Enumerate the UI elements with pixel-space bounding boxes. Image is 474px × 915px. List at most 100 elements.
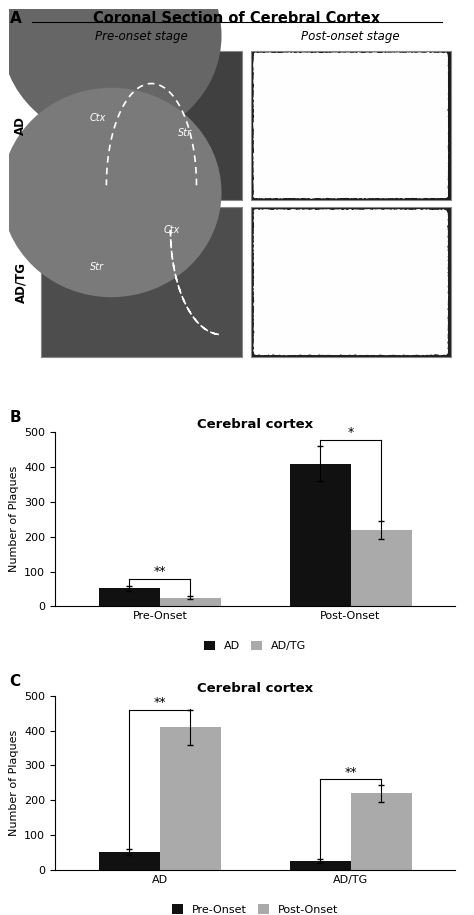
Point bbox=[403, 251, 411, 265]
Point bbox=[303, 235, 311, 250]
Point bbox=[305, 184, 313, 199]
Point bbox=[363, 185, 370, 199]
Point bbox=[356, 213, 364, 228]
Point bbox=[260, 176, 268, 190]
Point bbox=[282, 59, 290, 73]
Point bbox=[366, 222, 374, 237]
Point bbox=[334, 102, 341, 116]
Point bbox=[432, 101, 440, 115]
Point bbox=[423, 169, 431, 184]
Point bbox=[316, 49, 323, 64]
Point bbox=[361, 242, 368, 257]
Point bbox=[290, 132, 298, 146]
Point bbox=[404, 251, 412, 265]
Point bbox=[371, 251, 378, 265]
Point bbox=[397, 243, 404, 258]
Point bbox=[438, 162, 446, 177]
Point bbox=[292, 87, 300, 102]
Point bbox=[428, 74, 436, 89]
Point bbox=[288, 271, 296, 285]
Point bbox=[283, 264, 290, 278]
Point bbox=[290, 215, 297, 230]
Point bbox=[334, 59, 342, 73]
Point bbox=[315, 207, 323, 221]
Point bbox=[347, 164, 355, 178]
Point bbox=[373, 65, 381, 80]
Point bbox=[389, 69, 396, 83]
Point bbox=[296, 254, 304, 269]
Point bbox=[345, 234, 353, 249]
Point bbox=[292, 184, 300, 199]
Point bbox=[435, 167, 443, 181]
Point bbox=[256, 247, 264, 262]
Point bbox=[380, 274, 387, 288]
Point bbox=[368, 241, 376, 255]
Point bbox=[315, 116, 323, 131]
Point bbox=[409, 159, 417, 174]
Point bbox=[403, 254, 411, 269]
Point bbox=[407, 225, 414, 240]
Point bbox=[421, 340, 428, 355]
Point bbox=[379, 301, 387, 316]
Point bbox=[382, 118, 389, 133]
Point bbox=[342, 331, 350, 346]
Point bbox=[301, 304, 308, 318]
Point bbox=[291, 120, 298, 135]
Point bbox=[398, 130, 405, 145]
Point bbox=[343, 312, 350, 327]
Point bbox=[392, 124, 400, 138]
Point bbox=[263, 310, 271, 325]
Point bbox=[349, 265, 357, 280]
Point bbox=[396, 256, 404, 271]
Point bbox=[263, 63, 271, 78]
Point bbox=[274, 301, 282, 316]
Point bbox=[440, 264, 448, 278]
Point bbox=[310, 109, 318, 124]
Point bbox=[374, 237, 382, 252]
Point bbox=[384, 112, 392, 126]
Point bbox=[441, 48, 448, 63]
Point bbox=[341, 75, 348, 90]
Point bbox=[355, 143, 362, 157]
Point bbox=[360, 335, 367, 350]
Point bbox=[394, 142, 402, 156]
Point bbox=[292, 161, 300, 176]
Point bbox=[416, 207, 424, 221]
Point bbox=[392, 62, 399, 77]
Point bbox=[418, 289, 425, 304]
Point bbox=[395, 230, 402, 244]
Point bbox=[411, 83, 419, 98]
Point bbox=[418, 177, 426, 191]
Point bbox=[400, 82, 408, 97]
Point bbox=[383, 74, 391, 89]
Point bbox=[368, 175, 375, 189]
Point bbox=[332, 185, 340, 199]
Point bbox=[357, 207, 365, 221]
Point bbox=[297, 305, 304, 319]
Point bbox=[367, 154, 375, 168]
Point bbox=[285, 249, 293, 264]
Point bbox=[304, 109, 311, 124]
Point bbox=[319, 188, 327, 202]
Point bbox=[426, 186, 433, 200]
Point bbox=[337, 301, 345, 316]
Point bbox=[434, 83, 442, 98]
Point bbox=[371, 124, 378, 139]
Point bbox=[301, 129, 308, 144]
Point bbox=[280, 76, 288, 91]
Point bbox=[304, 346, 311, 361]
Point bbox=[412, 150, 420, 165]
Point bbox=[329, 343, 337, 358]
Point bbox=[344, 238, 351, 253]
Point bbox=[435, 183, 442, 198]
Point bbox=[320, 251, 328, 265]
Point bbox=[403, 113, 410, 128]
Point bbox=[398, 290, 406, 305]
Point bbox=[272, 345, 279, 360]
Point bbox=[319, 249, 327, 264]
Point bbox=[290, 124, 297, 138]
Point bbox=[254, 294, 261, 308]
Point bbox=[290, 262, 297, 276]
Point bbox=[366, 78, 374, 92]
Point bbox=[406, 72, 413, 87]
